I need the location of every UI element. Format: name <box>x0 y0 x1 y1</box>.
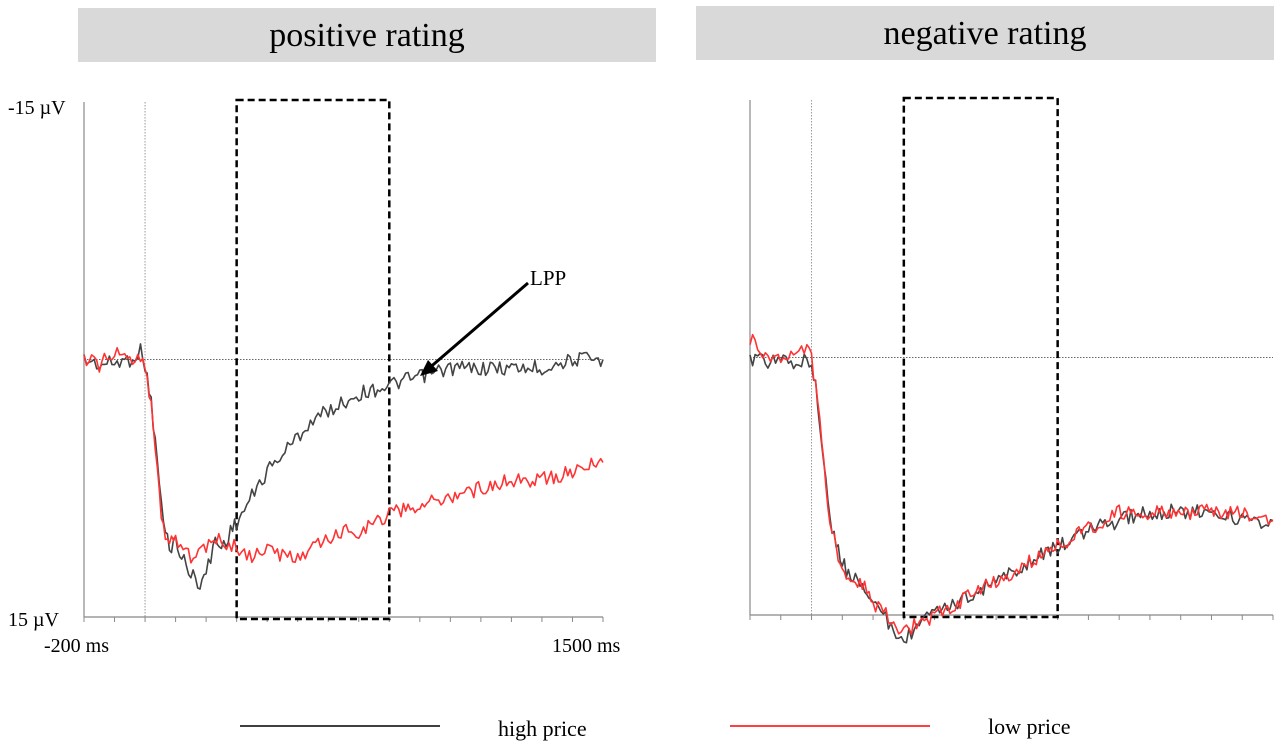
annotation-arrow-head <box>420 360 438 376</box>
chart-panel-positive <box>83 98 604 622</box>
series-line-high-price <box>749 352 1274 644</box>
panel-title-negative: negative rating <box>696 6 1274 60</box>
series-line-high-price <box>83 343 604 590</box>
legend-low-label: low price <box>988 714 1071 739</box>
panel-title-positive: positive rating <box>78 8 656 62</box>
legend-high-label: high price <box>498 716 587 741</box>
x-axis-start-label: -200 ms <box>44 635 109 657</box>
series-line-low-price <box>749 333 1274 636</box>
annotation-label: LPP <box>530 266 566 290</box>
x-axis-end-label: 1500 ms <box>552 635 621 657</box>
chart-panel-negative <box>749 96 1274 644</box>
series-line-low-price <box>83 346 604 564</box>
y-axis-bottom-label: 15 µV <box>8 609 60 631</box>
y-axis-top-label: -15 µV <box>8 97 66 119</box>
annotation-arrow-line <box>426 281 529 372</box>
analysis-time-window <box>235 98 391 621</box>
analysis-time-window <box>902 96 1059 619</box>
